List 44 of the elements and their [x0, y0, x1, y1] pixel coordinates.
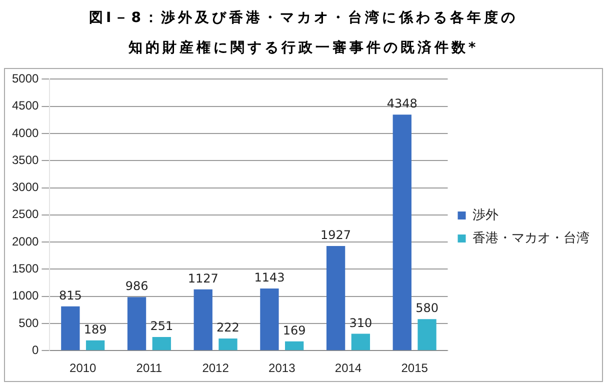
legend-label: 渉外 [472, 207, 498, 222]
x-tick-label: 2010 [70, 361, 97, 376]
data-label: 580 [416, 301, 438, 316]
data-label: 222 [216, 320, 240, 335]
data-label: 169 [282, 324, 306, 338]
bar [326, 246, 346, 350]
x-tick-label: 2012 [202, 361, 230, 376]
bar [218, 338, 238, 350]
bar [260, 288, 279, 350]
bar [194, 289, 212, 350]
data-label: 1143 [254, 270, 285, 285]
data-label: 4348 [386, 96, 418, 111]
bar [127, 297, 146, 350]
y-tick-label: 3500 [12, 152, 40, 167]
data-label: 189 [84, 322, 107, 336]
y-tick-label: 3000 [12, 180, 40, 194]
chart-title: 図I－8：渉外及び香港・マカオ・台湾に係わる各年度の知的財産権に関する行政一審事件の既済件数* [88, 8, 519, 58]
data-label: 1127 [188, 272, 218, 286]
x-tick-label: 2014 [334, 361, 362, 376]
x-tick-label: 2013 [268, 361, 296, 376]
y-tick-label: 500 [18, 316, 40, 330]
data-label: 815 [58, 288, 82, 302]
data-label: 1927 [320, 228, 352, 242]
data-label: 251 [150, 319, 174, 334]
x-tick-label: 2015 [401, 361, 428, 376]
y-tick-label: 1500 [12, 261, 40, 276]
x-tick-label: 2011 [136, 361, 162, 376]
bar [86, 340, 105, 350]
y-tick-label: 5000 [12, 72, 40, 86]
bar [285, 341, 304, 350]
y-tick-label: 4000 [12, 126, 40, 140]
bar [61, 306, 80, 350]
y-tick-label: 1000 [12, 288, 40, 303]
data-label: 986 [125, 279, 148, 294]
y-tick-label: 0 [32, 342, 40, 357]
y-tick-label: 2500 [12, 207, 40, 222]
bar [351, 334, 370, 350]
legend-label: 香港・マカオ・台湾 [472, 230, 590, 246]
bar [418, 319, 436, 350]
y-tick-label: 2000 [12, 234, 40, 248]
data-label: 310 [349, 316, 372, 330]
bar [152, 336, 171, 350]
y-tick-label: 4500 [12, 98, 40, 113]
bar [392, 114, 412, 350]
